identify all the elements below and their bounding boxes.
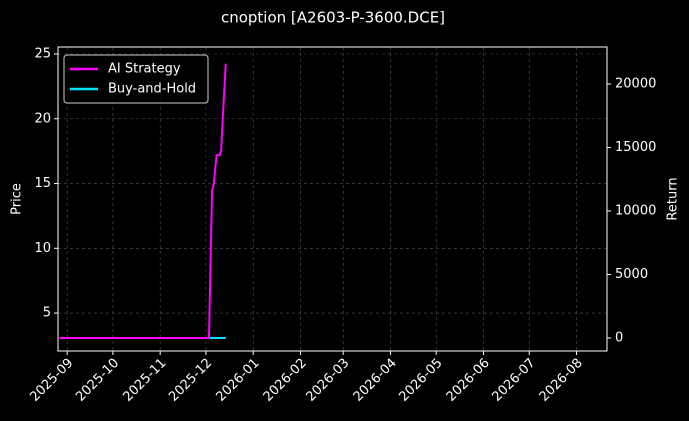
- legend-label: Buy-and-Hold: [108, 82, 196, 97]
- legend-box: [63, 54, 209, 104]
- legend-label: AI Strategy: [108, 62, 181, 77]
- y-axis-label: Price: [10, 183, 25, 215]
- plot-frame: [57, 46, 608, 352]
- series-line: [59, 63, 227, 339]
- y-tick-label: 20: [34, 111, 51, 126]
- y2-tick-label: 20000: [615, 76, 656, 91]
- chart-title: cnoption [A2603-P-3600.DCE]: [221, 9, 445, 27]
- y-tick-label: 25: [34, 46, 51, 61]
- y2-tick-label: 10000: [615, 203, 656, 218]
- y2-tick-label: 15000: [615, 140, 656, 155]
- y-tick-label: 5: [43, 306, 51, 321]
- y2-axis-label: Return: [666, 177, 681, 220]
- y2-tick-label: 0: [615, 330, 623, 345]
- y-tick-label: 10: [34, 241, 51, 256]
- y-tick-label: 15: [34, 176, 51, 191]
- y2-tick-label: 5000: [615, 267, 648, 282]
